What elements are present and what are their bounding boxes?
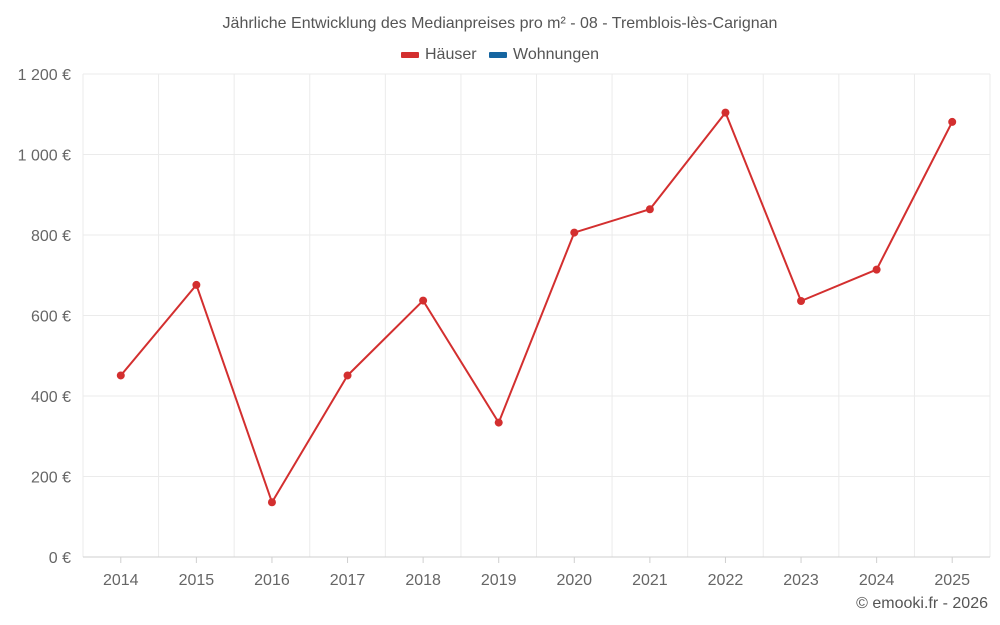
data-point-2022 <box>721 108 730 117</box>
y-tick-label: 1 200 € <box>18 67 71 84</box>
data-point-2024 <box>872 265 881 274</box>
legend-label-wohnungen: Wohnungen <box>513 46 600 63</box>
x-tick-label: 2022 <box>708 572 744 589</box>
data-point-2023 <box>797 297 806 306</box>
x-tick-label: 2023 <box>783 572 819 589</box>
data-point-2018 <box>419 296 428 305</box>
legend-swatch-wohnungen <box>489 52 508 58</box>
legend-label-haeuser: Häuser <box>424 46 477 63</box>
data-point-2021 <box>645 205 654 214</box>
x-tick-label: 2015 <box>179 572 215 589</box>
x-tick-label: 2020 <box>556 572 592 589</box>
y-tick-label: 600 € <box>31 309 71 326</box>
x-tick-label: 2021 <box>632 572 668 589</box>
x-tick-label: 2024 <box>859 572 895 589</box>
x-tick-label: 2017 <box>330 572 366 589</box>
x-tick-label: 2014 <box>103 572 139 589</box>
x-tick-label: 2018 <box>405 572 441 589</box>
data-point-2019 <box>494 418 503 427</box>
data-point-2020 <box>570 228 579 237</box>
data-point-2014 <box>116 371 125 380</box>
y-tick-label: 1 000 € <box>18 148 71 165</box>
y-tick-label: 0 € <box>49 550 71 567</box>
data-point-2015 <box>192 280 201 289</box>
legend: Häuser Wohnungen <box>0 45 1000 64</box>
y-tick-label: 200 € <box>31 470 71 487</box>
credit-text: © emooki.fr - 2026 <box>856 595 988 612</box>
data-point-2017 <box>343 371 352 380</box>
legend-swatch-haeuser <box>400 52 419 58</box>
chart-title: Jährliche Entwicklung des Medianpreises … <box>222 15 778 32</box>
data-point-2025 <box>948 117 957 126</box>
data-point-2016 <box>267 498 276 507</box>
series-line-haeuser <box>120 111 954 504</box>
legend-item-wohnungen[interactable]: Wohnungen <box>489 46 599 64</box>
y-tick-label: 400 € <box>31 389 71 406</box>
x-tick-label: 2016 <box>254 572 290 589</box>
x-tick-label: 2025 <box>934 572 970 589</box>
x-tick-label: 2019 <box>481 572 517 589</box>
legend-item-haeuser[interactable]: Häuser <box>400 46 477 64</box>
y-tick-label: 800 € <box>31 228 71 245</box>
